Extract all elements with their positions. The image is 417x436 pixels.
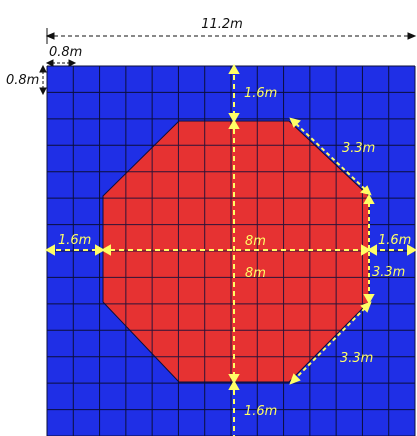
cell-width-dimension (45, 59, 77, 67)
total-width-dimension (45, 28, 417, 44)
left-margin-label: 1.6m (58, 233, 91, 248)
cell-height-label: 0.8m (6, 73, 39, 88)
vertical-center-dimension (228, 63, 240, 436)
diagonal-bottom-right-dimension (289, 301, 372, 385)
right-margin-label: 1.6m (378, 233, 411, 248)
cell-width-label: 0.8m (49, 45, 82, 60)
diag-top-right-label: 3.3m (342, 141, 375, 156)
total-width-label: 11.2m (201, 17, 243, 32)
diagonal-top-right-dimension (289, 117, 372, 196)
diag-bottom-right-label: 3.3m (340, 351, 373, 366)
top-margin-label: 1.6m (244, 86, 277, 101)
octagon-width-label: 8m (245, 234, 266, 249)
horizontal-center-dimension (44, 244, 417, 256)
right-side-dimension (363, 193, 375, 305)
bottom-margin-label: 1.6m (244, 404, 277, 419)
cell-height-dimension (39, 64, 47, 96)
octagon-height-label: 8m (245, 266, 266, 281)
right-side-height-label: 3.3m (372, 265, 405, 280)
